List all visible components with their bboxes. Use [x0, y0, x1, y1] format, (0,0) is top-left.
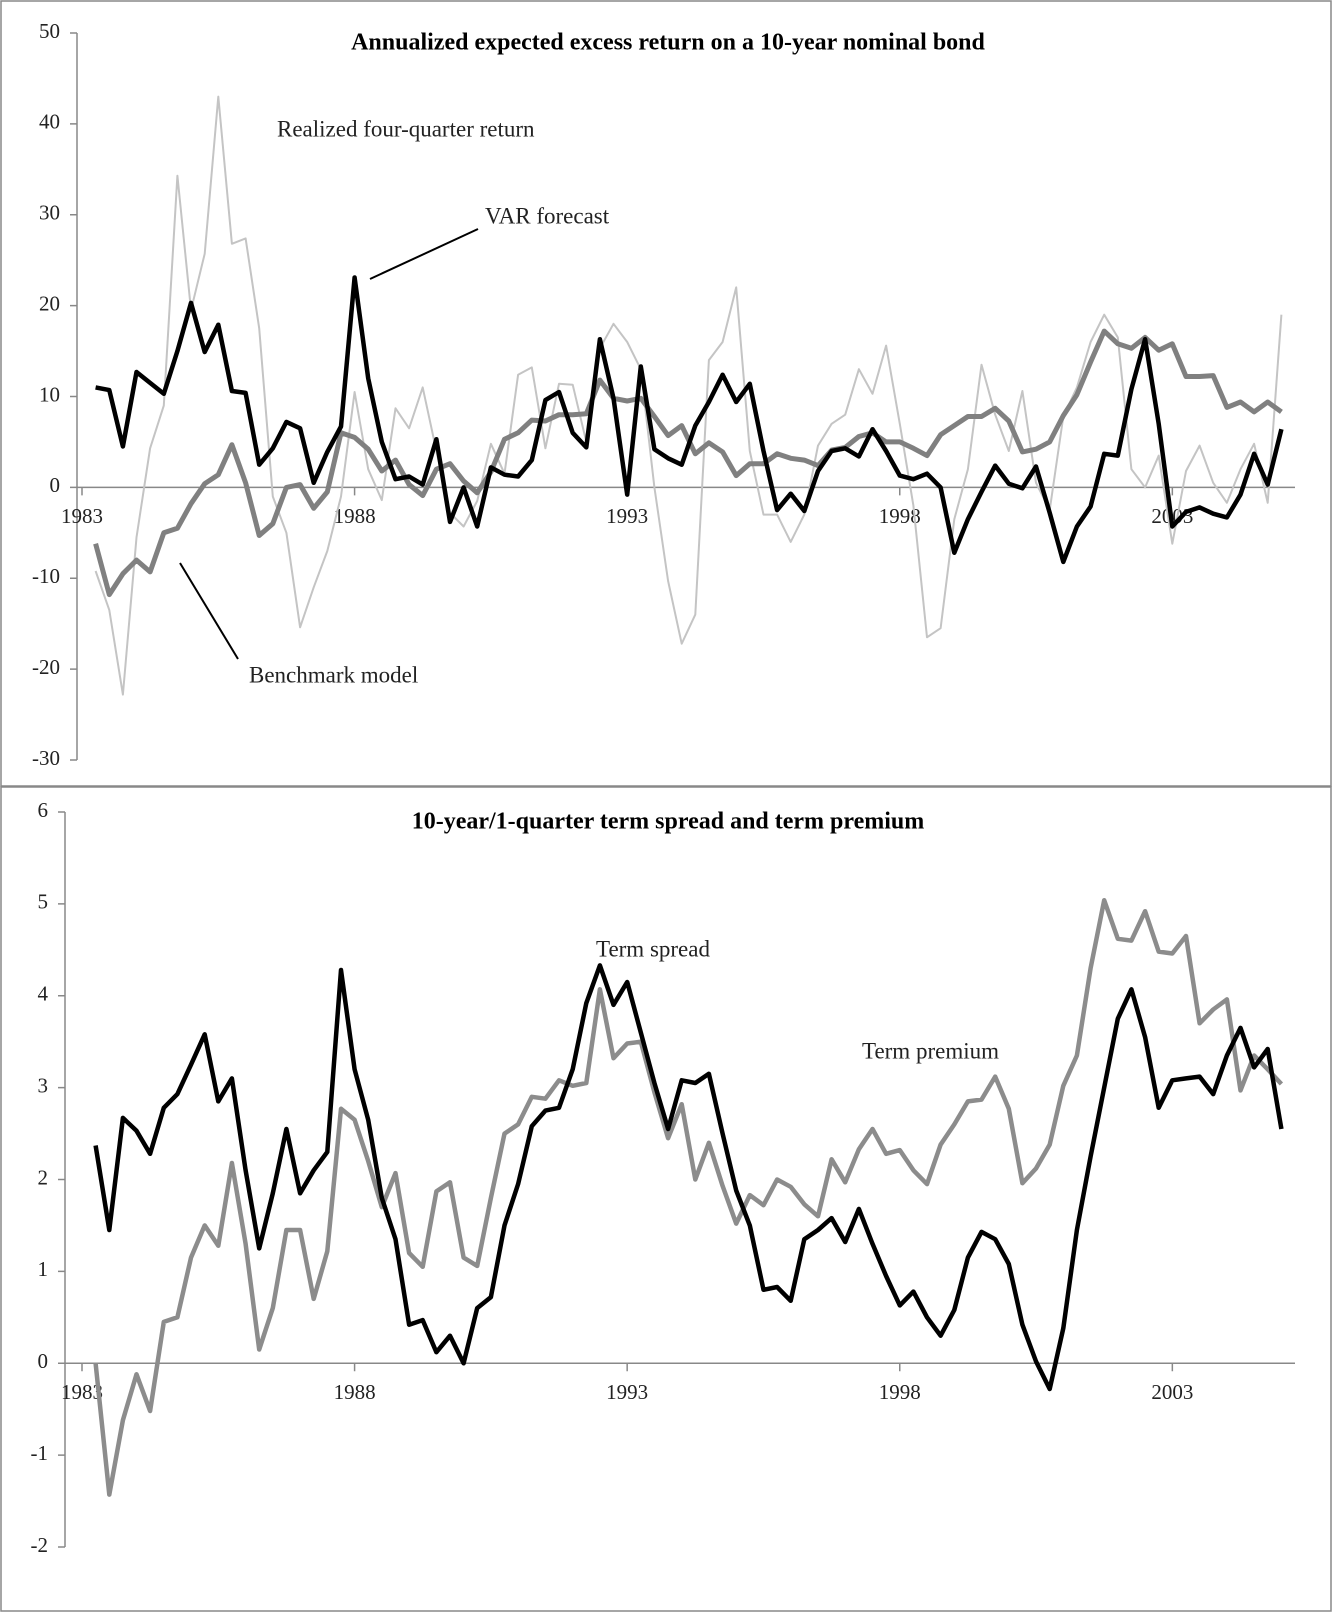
y-tick-label: 50 — [39, 19, 60, 43]
y-tick-label: -2 — [31, 1533, 49, 1557]
series-line — [94, 95, 1283, 696]
series-line — [93, 897, 1284, 1497]
pointer-line — [369, 228, 479, 280]
panel-frame — [0, 0, 1332, 787]
y-tick-label: -20 — [32, 655, 60, 679]
x-tick-label: 1988 — [334, 1380, 376, 1404]
pointer-line — [179, 562, 239, 660]
x-tick-label: 2003 — [1151, 1380, 1193, 1404]
x-tick-label: 1998 — [879, 1380, 921, 1404]
chart-title: 10-year/1-quarter term spread and term p… — [412, 809, 925, 835]
y-tick-label: 4 — [38, 982, 49, 1006]
y-tick-label: 30 — [39, 201, 60, 225]
y-tick-label: 5 — [38, 890, 49, 914]
x-tick-label: 1993 — [606, 1380, 648, 1404]
y-tick-label: -30 — [32, 746, 60, 770]
y-tick-label: 1 — [38, 1257, 49, 1281]
panel-frame — [0, 786, 1332, 1612]
y-tick-label: 40 — [39, 110, 60, 134]
y-tick-label: 6 — [38, 798, 49, 822]
chart-title: Annualized expected excess return on a 1… — [351, 30, 985, 56]
y-tick-label: 0 — [50, 473, 61, 497]
y-tick-label: -1 — [31, 1441, 49, 1465]
x-tick-label: 1983 — [61, 504, 103, 528]
y-tick-label: -10 — [32, 564, 60, 588]
series-line — [95, 275, 1284, 565]
series-label: Realized four-quarter return — [277, 116, 535, 141]
y-tick-label: 20 — [39, 291, 60, 315]
series-label: Term premium — [862, 1038, 999, 1063]
y-tick-label: 2 — [38, 1165, 49, 1189]
x-tick-label: 1988 — [334, 504, 376, 528]
x-tick-label: 1993 — [606, 504, 648, 528]
series-line — [93, 963, 1284, 1392]
y-tick-label: 3 — [38, 1073, 49, 1097]
series-label: Term spread — [596, 936, 710, 961]
series-label: Benchmark model — [249, 662, 418, 687]
series-label: VAR forecast — [485, 203, 610, 228]
y-tick-label: 0 — [38, 1349, 49, 1373]
y-tick-label: 10 — [39, 382, 60, 406]
